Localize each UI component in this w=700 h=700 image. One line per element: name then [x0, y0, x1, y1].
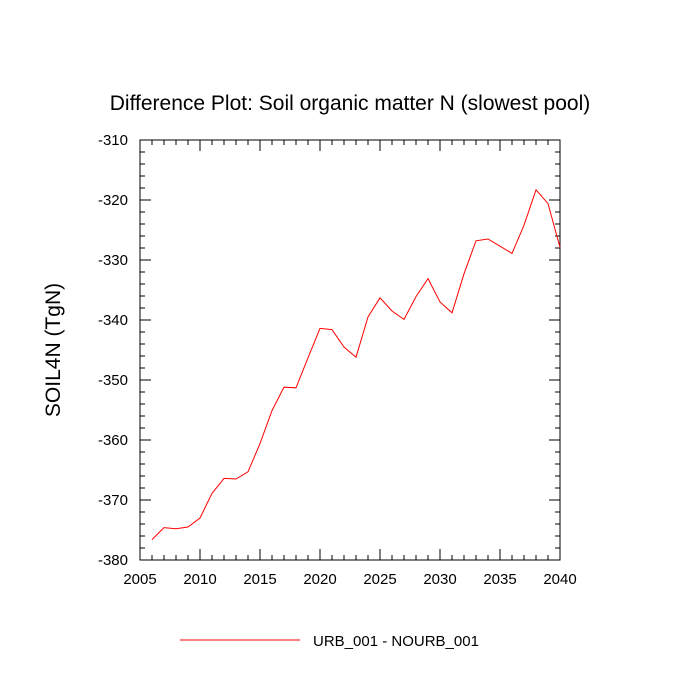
y-tick-label: -380 [98, 552, 128, 569]
x-tick-label: 2005 [123, 571, 156, 588]
chart-title: Difference Plot: Soil organic matter N (… [110, 92, 590, 115]
y-tick-label: -320 [98, 192, 128, 209]
y-tick-label: -310 [98, 132, 128, 149]
axis-tick-labels: 2005 2010 2015 2020 2025 2030 2035 2040 -380 -370… [98, 132, 577, 588]
x-tick-label: 2040 [543, 571, 576, 588]
axis-ticks [139, 139, 561, 561]
legend: URB_001 - NOURB_001 [180, 633, 479, 650]
series-group [151, 188, 561, 540]
x-tick-label: 2025 [363, 571, 396, 588]
y-tick-label: -360 [98, 432, 128, 449]
x-tick-label: 2030 [423, 571, 456, 588]
y-tick-label: -370 [98, 492, 128, 509]
y-axis-label: SOIL4N (TgN) [42, 283, 65, 417]
x-tick-label: 2010 [183, 571, 216, 588]
y-tick-label: -330 [98, 252, 128, 269]
series-line [151, 188, 561, 540]
x-tick-label: 2020 [303, 571, 336, 588]
y-tick-label: -340 [98, 312, 128, 329]
y-tick-label: -350 [98, 372, 128, 389]
x-tick-label: 2035 [483, 571, 516, 588]
legend-label: URB_001 - NOURB_001 [313, 633, 479, 650]
plot-frame [139, 139, 561, 561]
x-tick-label: 2015 [243, 571, 276, 588]
